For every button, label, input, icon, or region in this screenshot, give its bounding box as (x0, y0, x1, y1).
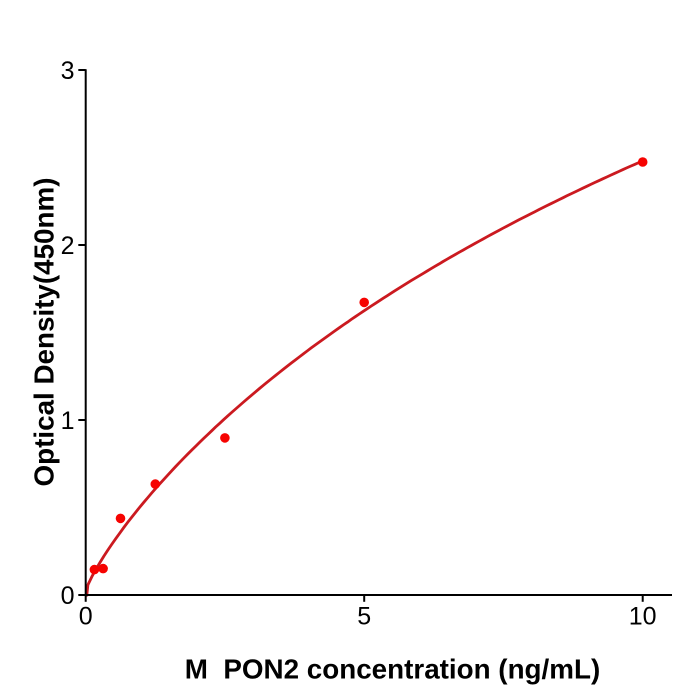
svg-text:10: 10 (629, 602, 657, 630)
svg-text:0: 0 (61, 582, 75, 610)
svg-text:5: 5 (357, 602, 371, 630)
svg-text:3: 3 (61, 57, 75, 85)
svg-text:M PON2 concentration (ng/mL): M PON2 concentration (ng/mL) (185, 653, 600, 684)
svg-text:1: 1 (61, 407, 75, 435)
svg-text:2: 2 (61, 232, 75, 260)
svg-text:Optical Density(450nm): Optical Density(450nm) (29, 178, 60, 487)
svg-text:0: 0 (79, 602, 93, 630)
